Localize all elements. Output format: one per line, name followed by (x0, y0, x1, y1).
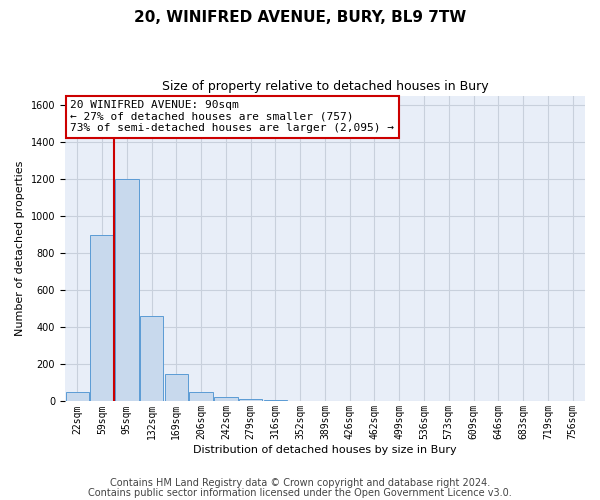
Text: 20, WINIFRED AVENUE, BURY, BL9 7TW: 20, WINIFRED AVENUE, BURY, BL9 7TW (134, 10, 466, 25)
Bar (90, 234, 114, 402)
Bar (115, 179, 139, 402)
Bar (263, 400, 287, 402)
Bar (190, 392, 213, 402)
Text: 20 WINIFRED AVENUE: 90sqm
← 27% of detached houses are smaller (757)
73% of semi: 20 WINIFRED AVENUE: 90sqm ← 27% of detac… (70, 100, 394, 134)
Title: Size of property relative to detached houses in Bury: Size of property relative to detached ho… (161, 80, 488, 93)
Y-axis label: Number of detached properties: Number of detached properties (15, 161, 25, 336)
Bar (65, 392, 89, 402)
Text: Contains HM Land Registry data © Crown copyright and database right 2024.: Contains HM Land Registry data © Crown c… (110, 478, 490, 488)
Bar (164, 374, 188, 402)
Bar (239, 398, 262, 402)
Text: Contains public sector information licensed under the Open Government Licence v3: Contains public sector information licen… (88, 488, 512, 498)
Bar (140, 316, 163, 402)
X-axis label: Distribution of detached houses by size in Bury: Distribution of detached houses by size … (193, 445, 457, 455)
Bar (214, 397, 238, 402)
